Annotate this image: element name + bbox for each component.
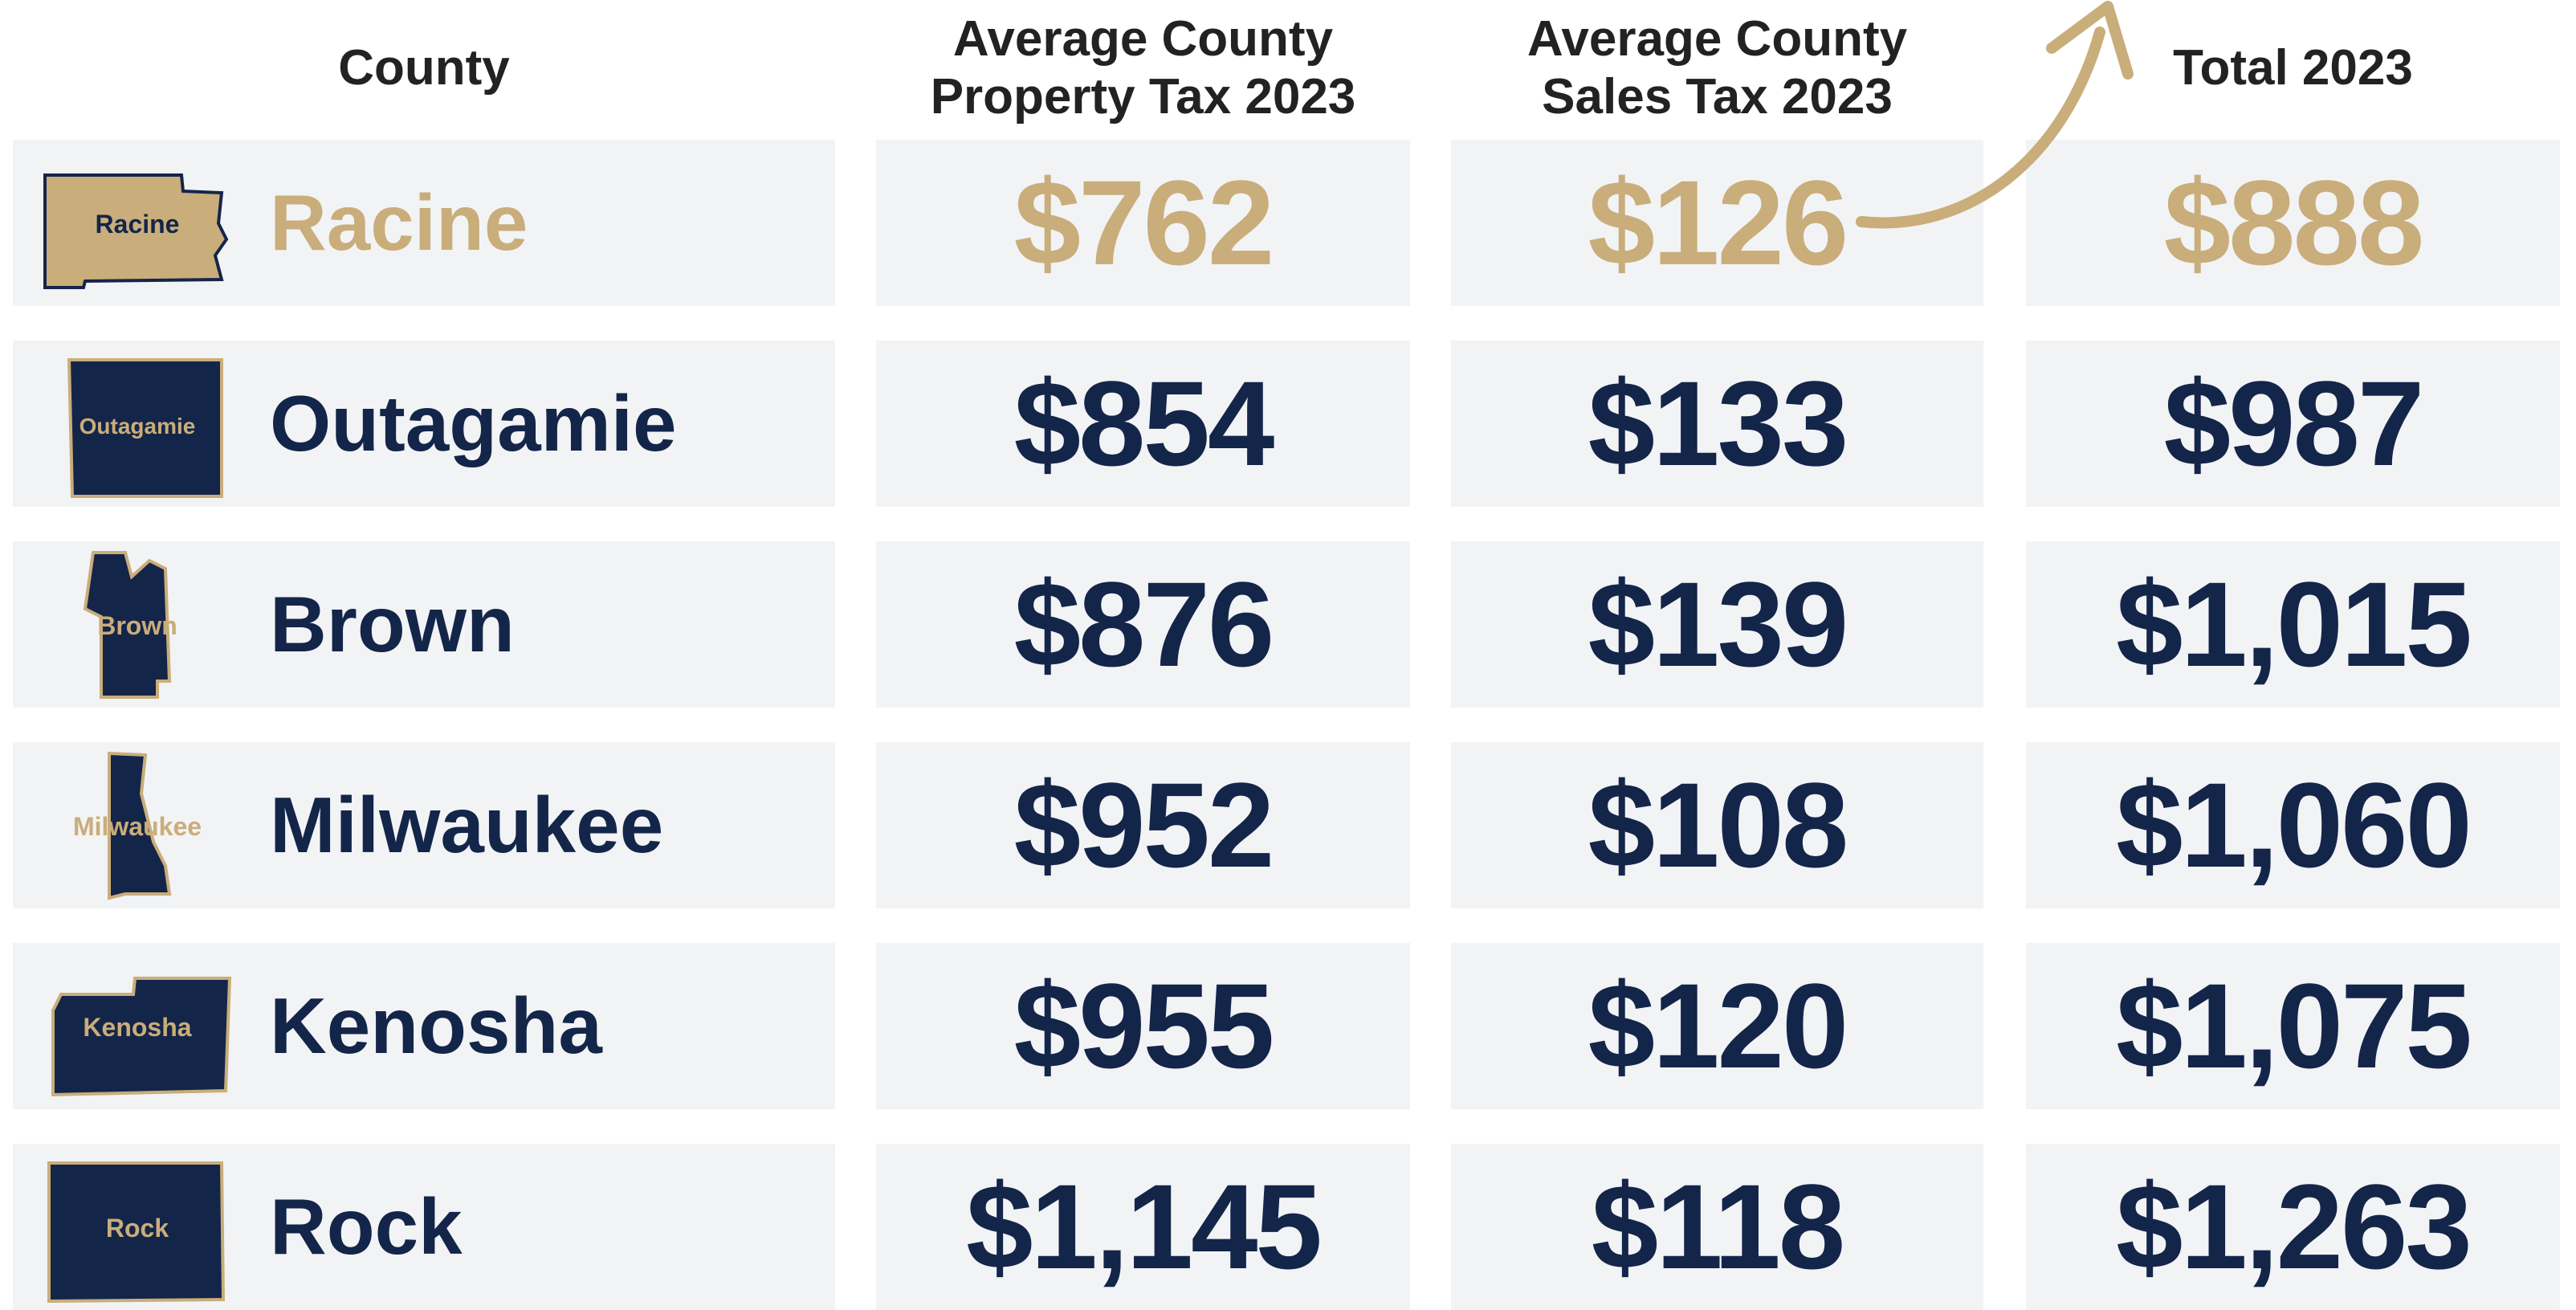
value-cell: $120 xyxy=(1451,943,1983,1109)
value-text: $987 xyxy=(2163,356,2425,491)
value-cell: $118 xyxy=(1451,1144,1983,1310)
value-text: $1,263 xyxy=(2116,1159,2472,1294)
value-text: $888 xyxy=(2163,155,2425,290)
icon-label: Racine xyxy=(96,210,180,239)
county-shape xyxy=(108,751,172,900)
county-shape xyxy=(43,173,229,289)
value-text: $1,145 xyxy=(966,1159,1323,1294)
county-shape xyxy=(67,357,223,498)
header-total: Total 2023 xyxy=(2026,0,2560,137)
icon-label: Rock xyxy=(106,1214,169,1243)
county-cell: Milwaukee Milwaukee xyxy=(13,742,835,908)
value-text: $118 xyxy=(1591,1159,1845,1294)
value-text: $876 xyxy=(1013,557,1275,692)
county-shape xyxy=(51,976,232,1096)
county-shape xyxy=(83,550,172,699)
county-name: Milwaukee xyxy=(270,781,664,869)
county-icon: Brown xyxy=(83,550,177,699)
icon-label: Brown xyxy=(97,611,177,640)
value-cell: $876 xyxy=(876,541,1410,708)
county-name: Brown xyxy=(270,580,515,668)
value-text: $1,075 xyxy=(2116,958,2472,1093)
header-text: County xyxy=(338,40,510,96)
value-text: $1,060 xyxy=(2116,757,2472,892)
county-name: Rock xyxy=(270,1182,463,1271)
county-name: Racine xyxy=(270,178,528,267)
value-cell: $108 xyxy=(1451,742,1983,908)
county-name: Kenosha xyxy=(270,981,602,1070)
value-cell: $952 xyxy=(876,742,1410,908)
county-name: Outagamie xyxy=(270,379,677,467)
header-sales: Average County Sales Tax 2023 xyxy=(1451,0,1983,137)
value-cell: $762 xyxy=(876,140,1410,306)
value-cell: $955 xyxy=(876,943,1410,1109)
county-cell: Outagamie Outagamie xyxy=(13,341,835,507)
value-cell: $133 xyxy=(1451,341,1983,507)
icon-label: Kenosha xyxy=(83,1013,191,1042)
icon-label: Milwaukee xyxy=(73,812,202,841)
value-cell: $987 xyxy=(2026,341,2560,507)
value-cell: $139 xyxy=(1451,541,1983,708)
value-cell: $854 xyxy=(876,341,1410,507)
header-text: Property Tax 2023 xyxy=(930,69,1356,124)
county-shape xyxy=(47,1161,226,1303)
county-icon: Rock xyxy=(47,1161,226,1303)
value-text: $854 xyxy=(1013,356,1275,491)
header-text: Average County xyxy=(1526,11,1908,67)
value-cell: $126 xyxy=(1451,140,1983,306)
value-cell: $888 xyxy=(2026,140,2560,306)
icon-label: Outagamie xyxy=(79,414,196,439)
value-cell: $1,015 xyxy=(2026,541,2560,708)
header-text: Average County xyxy=(952,11,1334,67)
county-icon: Racine xyxy=(43,173,229,289)
header-property: Average County Property Tax 2023 xyxy=(876,0,1410,137)
value-text: $1,015 xyxy=(2116,557,2472,692)
value-text: $108 xyxy=(1588,757,1849,892)
value-cell: $1,060 xyxy=(2026,742,2560,908)
county-icon: Milwaukee xyxy=(73,751,202,900)
value-text: $120 xyxy=(1588,958,1849,1093)
county-icon: Outagamie xyxy=(67,357,223,498)
header-text: Total 2023 xyxy=(2173,40,2413,96)
value-cell: $1,145 xyxy=(876,1144,1410,1310)
value-text: $133 xyxy=(1588,356,1849,491)
header-text: Sales Tax 2023 xyxy=(1542,69,1893,124)
county-cell: Rock Rock xyxy=(13,1144,835,1310)
value-text: $126 xyxy=(1588,155,1849,290)
value-text: $952 xyxy=(1013,757,1275,892)
value-text: $762 xyxy=(1013,155,1275,290)
header-county: County xyxy=(13,0,835,137)
county-cell: Kenosha Kenosha xyxy=(13,943,835,1109)
value-text: $955 xyxy=(1013,958,1275,1093)
county-icon: Kenosha xyxy=(51,976,232,1096)
value-cell: $1,075 xyxy=(2026,943,2560,1109)
value-text: $139 xyxy=(1588,557,1849,692)
value-cell: $1,263 xyxy=(2026,1144,2560,1310)
county-cell: Brown Brown xyxy=(13,541,835,708)
county-cell: Racine Racine xyxy=(13,140,835,306)
